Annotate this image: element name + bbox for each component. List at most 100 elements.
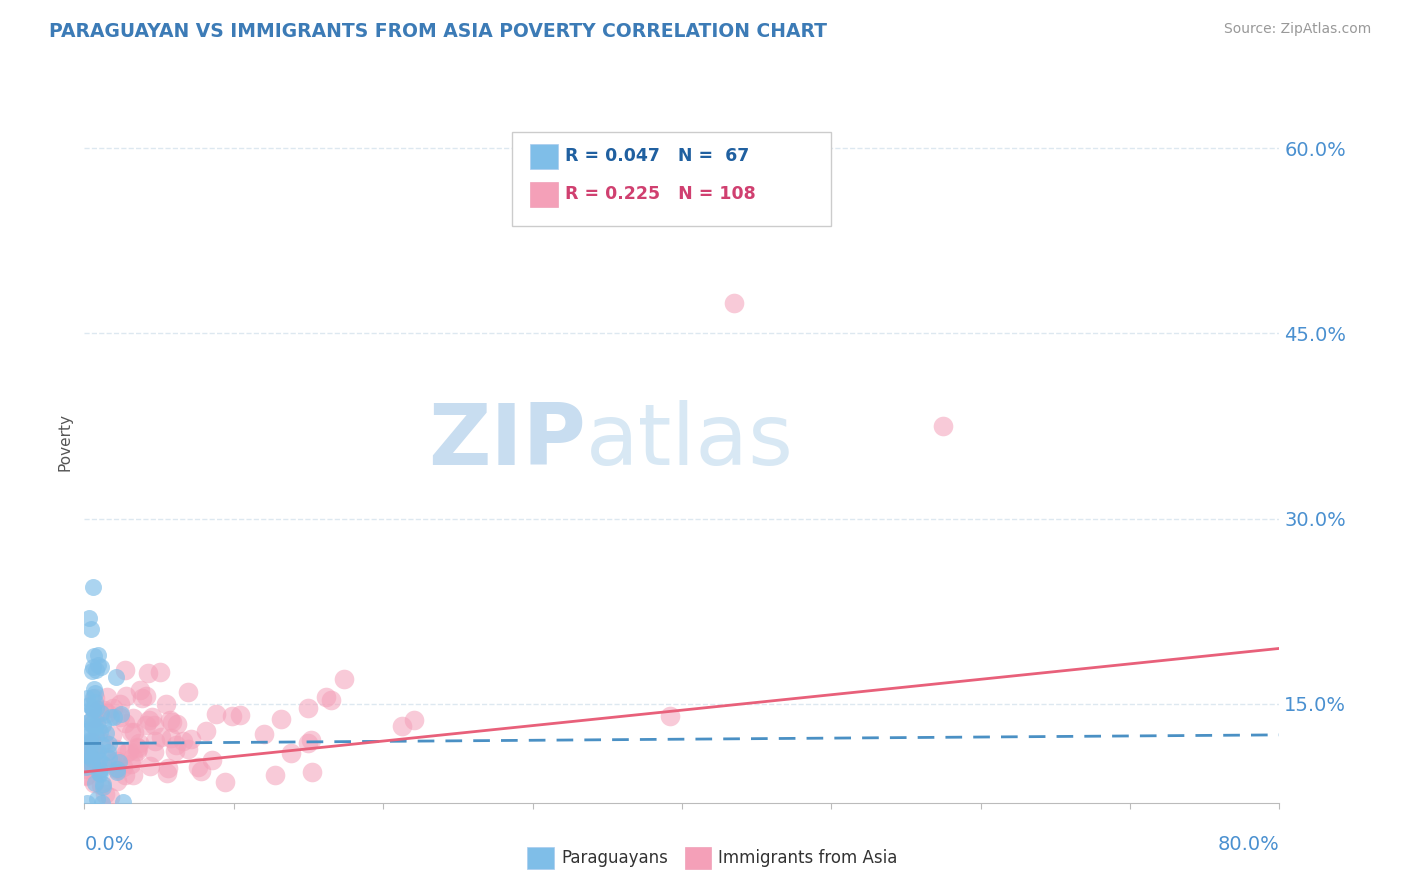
Text: atlas: atlas xyxy=(586,400,794,483)
Point xyxy=(76,796,98,810)
Point xyxy=(90,660,112,674)
Point xyxy=(87,763,110,777)
Point xyxy=(127,741,149,756)
Point xyxy=(105,670,128,684)
Point xyxy=(932,419,955,434)
Point xyxy=(115,689,138,703)
Point xyxy=(93,717,115,731)
Point xyxy=(122,768,145,782)
Point xyxy=(105,754,128,768)
Point xyxy=(79,734,101,748)
Point xyxy=(82,580,104,594)
Point xyxy=(89,725,111,739)
Point xyxy=(79,728,101,742)
Point xyxy=(83,745,105,759)
Point xyxy=(80,738,103,752)
Point xyxy=(89,753,111,767)
Point xyxy=(260,808,283,822)
Point xyxy=(86,715,108,730)
Point xyxy=(177,685,200,699)
Point xyxy=(128,736,150,750)
Point xyxy=(221,709,243,723)
Point xyxy=(114,716,136,731)
Point xyxy=(159,713,181,727)
Point xyxy=(145,733,167,747)
Point xyxy=(77,610,100,624)
Point xyxy=(112,795,135,809)
Point xyxy=(101,756,124,771)
Point xyxy=(76,752,98,766)
Point xyxy=(91,738,114,752)
Point xyxy=(658,709,681,723)
Point xyxy=(76,691,98,706)
Point xyxy=(82,719,104,733)
Point xyxy=(122,711,145,725)
Point xyxy=(91,756,114,771)
Point xyxy=(87,658,110,673)
Point xyxy=(118,744,141,758)
Point xyxy=(77,714,100,729)
Point xyxy=(391,719,413,733)
Point xyxy=(75,768,97,782)
Point xyxy=(83,711,105,725)
Point xyxy=(402,713,425,727)
Point xyxy=(91,796,114,810)
Point xyxy=(80,741,103,756)
Point xyxy=(138,713,160,727)
Point xyxy=(76,808,98,822)
Point xyxy=(195,723,218,738)
Point xyxy=(76,723,98,738)
Point xyxy=(165,738,187,752)
Point xyxy=(166,716,188,731)
Point xyxy=(93,808,115,822)
Point xyxy=(110,706,132,721)
Point xyxy=(141,710,163,724)
Point xyxy=(75,768,97,782)
Point xyxy=(135,717,157,731)
Point xyxy=(253,726,276,740)
Text: R = 0.047   N =  67: R = 0.047 N = 67 xyxy=(565,147,749,165)
Point xyxy=(142,718,165,732)
Point xyxy=(76,748,98,763)
Text: Source: ZipAtlas.com: Source: ZipAtlas.com xyxy=(1223,22,1371,37)
Point xyxy=(160,714,183,729)
Point xyxy=(120,757,142,772)
Point xyxy=(80,716,103,731)
Point xyxy=(122,749,145,764)
Point xyxy=(125,744,148,758)
Point xyxy=(299,733,322,747)
Point xyxy=(187,760,209,774)
Point xyxy=(89,767,111,781)
Point xyxy=(127,739,149,754)
Point xyxy=(103,701,125,715)
Point xyxy=(91,777,114,791)
Point xyxy=(82,757,104,772)
Point xyxy=(82,660,104,674)
Point xyxy=(84,663,107,677)
Point xyxy=(77,698,100,712)
Point xyxy=(156,765,179,780)
Point xyxy=(139,759,162,773)
Text: R = 0.225   N = 108: R = 0.225 N = 108 xyxy=(565,186,756,203)
Point xyxy=(157,761,180,775)
Point xyxy=(176,742,198,756)
Point xyxy=(86,721,108,735)
Point xyxy=(83,681,105,696)
Text: Immigrants from Asia: Immigrants from Asia xyxy=(718,849,898,867)
Text: 80.0%: 80.0% xyxy=(1218,835,1279,855)
Point xyxy=(101,728,124,742)
Point xyxy=(89,766,111,780)
Point xyxy=(82,690,104,704)
Point xyxy=(107,762,129,776)
Point xyxy=(155,697,177,711)
Text: ZIP: ZIP xyxy=(429,400,586,483)
Point xyxy=(120,725,142,739)
Point xyxy=(201,753,224,767)
Point xyxy=(79,714,101,728)
Point xyxy=(84,720,107,734)
Point xyxy=(108,756,131,770)
Point xyxy=(321,692,343,706)
Point xyxy=(94,750,117,764)
Point xyxy=(122,724,145,739)
Point xyxy=(97,745,120,759)
